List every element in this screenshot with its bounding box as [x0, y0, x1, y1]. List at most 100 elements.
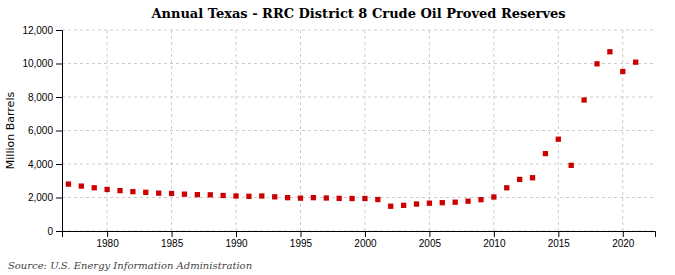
point: [620, 69, 625, 74]
tick-mark: [56, 198, 62, 199]
tick-mark: [300, 231, 301, 237]
tick-mark: [236, 231, 237, 237]
tick-mark: [107, 231, 108, 237]
tick: 12,000: [22, 25, 62, 36]
tick-label: 1985: [161, 238, 184, 249]
point: [569, 163, 574, 168]
point: [117, 188, 122, 193]
tick-mark: [56, 164, 62, 165]
point: [208, 192, 213, 197]
grid-line: [62, 63, 655, 64]
tick: 1990: [225, 231, 248, 249]
point: [556, 137, 561, 142]
tick: 4,000: [28, 159, 62, 170]
tick-label: 6,000: [28, 125, 53, 136]
tick-label: 12,000: [22, 25, 53, 36]
point: [169, 191, 174, 196]
point: [427, 201, 432, 206]
tick-mark: [494, 231, 495, 237]
point: [220, 193, 225, 198]
point: [195, 192, 200, 197]
point: [337, 196, 342, 201]
tick-mark: [623, 231, 624, 237]
tick-mark: [56, 97, 62, 98]
point: [246, 194, 251, 199]
tick: 1995: [290, 231, 313, 249]
point: [633, 60, 638, 65]
tick-mark: [56, 64, 62, 65]
point: [517, 177, 522, 182]
grid-line: [62, 130, 655, 131]
points: [66, 49, 639, 209]
point: [233, 193, 238, 198]
grid-line: [62, 97, 655, 98]
tick-label: 2015: [548, 238, 571, 249]
point: [143, 190, 148, 195]
tick: 0: [47, 226, 62, 237]
tick: 2005: [419, 231, 442, 249]
tick: 2000: [354, 231, 377, 249]
point: [607, 49, 612, 54]
tick-label: 10,000: [22, 58, 53, 69]
point: [594, 61, 599, 66]
point: [156, 190, 161, 195]
point: [272, 194, 277, 199]
grid-line: [62, 164, 655, 165]
tick-label: 2000: [354, 238, 377, 249]
tick: 2015: [548, 231, 571, 249]
grid: [62, 30, 655, 231]
axis-line: [63, 232, 656, 238]
point: [478, 197, 483, 202]
point: [388, 204, 393, 209]
point: [285, 195, 290, 200]
point: [349, 196, 354, 201]
point: [581, 97, 586, 102]
tick-label: 2010: [483, 238, 506, 249]
tick-label: 4,000: [28, 159, 53, 170]
tick-label: 1980: [96, 238, 119, 249]
tick-mark: [56, 231, 62, 232]
point: [414, 201, 419, 206]
point: [298, 196, 303, 201]
tick-label: 1990: [225, 238, 248, 249]
tick-mark: [172, 231, 173, 237]
axis-line: [56, 31, 63, 232]
point: [530, 175, 535, 180]
point: [66, 181, 71, 186]
tick: 2020: [612, 231, 635, 249]
tick: 1980: [96, 231, 119, 249]
point: [182, 192, 187, 197]
point: [259, 193, 264, 198]
point: [465, 199, 470, 204]
tick: 1985: [161, 231, 184, 249]
grid-line: [62, 30, 655, 31]
point: [453, 200, 458, 205]
source: Source: U.S. Energy Information Administ…: [8, 260, 252, 271]
tick-mark: [56, 30, 62, 31]
point: [401, 203, 406, 208]
grid-line: [558, 30, 559, 231]
point: [324, 195, 329, 200]
tick: 10,000: [22, 58, 62, 69]
grid-line: [62, 197, 655, 198]
point: [130, 189, 135, 194]
chart: 19801985199019952000200520102015202002,0…: [0, 0, 675, 275]
x-axis: 1980 1985 1990 1995 2000 2005 2010 2015 2020: [63, 231, 656, 249]
y-axis-label: Million Barrels: [4, 92, 17, 170]
tick-label: 1995: [290, 238, 313, 249]
point: [504, 185, 509, 190]
tick: 6,000: [28, 125, 62, 136]
tick-label: 8,000: [28, 92, 53, 103]
point: [440, 200, 445, 205]
tick: 8,000: [28, 92, 62, 103]
tick-mark: [558, 231, 559, 237]
point: [362, 196, 367, 201]
point: [543, 151, 548, 156]
point: [491, 194, 496, 199]
point: [104, 187, 109, 192]
point: [311, 195, 316, 200]
grid-line: [300, 30, 301, 231]
tick-mark: [365, 231, 366, 237]
tick-mark: [429, 231, 430, 237]
tick-mark: [56, 131, 62, 132]
